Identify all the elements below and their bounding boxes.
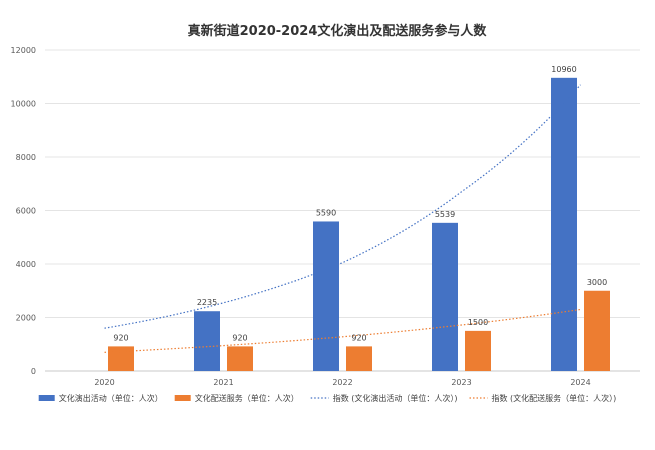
x-tick-label: 2021: [213, 378, 233, 387]
legend-swatch: [38, 395, 55, 401]
trendline-performance: [104, 84, 581, 329]
x-tick-label: 2023: [451, 378, 471, 387]
bar-performance-2021: [194, 311, 220, 371]
data-label: 2235: [197, 298, 217, 307]
legend-label: 文化演出活动（单位：人次）: [59, 393, 163, 403]
bar-delivery-2023: [465, 330, 491, 371]
y-tick-label: 4000: [16, 260, 36, 269]
bar-performance-2022: [313, 221, 339, 371]
data-label: 5590: [316, 208, 336, 217]
data-labels: 2235 5590 5539 10960 920 920 920 1500 3000: [113, 65, 607, 343]
legend-label: 文化配送服务（单位：人次）: [195, 393, 299, 403]
y-tick-label: 0: [31, 367, 36, 376]
x-axis-ticks: 2020 2021 2022 2023 2024: [94, 378, 590, 387]
bar-delivery-2024: [584, 290, 610, 371]
data-label: 1500: [468, 318, 488, 327]
data-label: 3000: [587, 278, 607, 287]
y-tick-label: 6000: [16, 207, 36, 216]
data-label: 10960: [551, 65, 576, 74]
y-tick-label: 12000: [11, 46, 36, 55]
gridlines: [45, 49, 640, 372]
x-tick-label: 2022: [332, 378, 352, 387]
bar-performance-2023: [432, 222, 458, 371]
y-tick-label: 2000: [16, 314, 36, 323]
trendlines: [104, 84, 581, 353]
legend-swatch: [174, 395, 191, 401]
x-tick-label: 2024: [570, 378, 590, 387]
bar-delivery-2021: [227, 346, 253, 371]
bar-delivery-2022: [346, 346, 372, 371]
data-label: 920: [113, 333, 128, 342]
bar-performance-2024: [551, 77, 577, 371]
x-tick-label: 2020: [94, 378, 114, 387]
data-label: 920: [232, 333, 247, 342]
trendline-delivery: [104, 308, 581, 353]
legend: 文化演出活动（单位：人次） 文化配送服务（单位：人次） 指数 (文化演出活动（单位：…: [38, 393, 616, 403]
bars: [108, 77, 610, 371]
data-label: 5539: [435, 210, 455, 219]
y-axis-ticks: 0 2000 4000 6000 8000 10000 12000: [11, 46, 36, 376]
legend-label: 指数 (文化演出活动（单位：人次）): [333, 393, 458, 403]
y-tick-label: 10000: [11, 100, 36, 109]
data-label: 920: [351, 333, 366, 342]
y-tick-label: 8000: [16, 153, 36, 162]
chart-title: 真新街道2020-2024文化演出及配送服务参与人数: [188, 23, 488, 39]
legend-label: 指数 (文化配送服务（单位：人次）): [491, 393, 616, 403]
bar-delivery-2020: [108, 346, 134, 371]
